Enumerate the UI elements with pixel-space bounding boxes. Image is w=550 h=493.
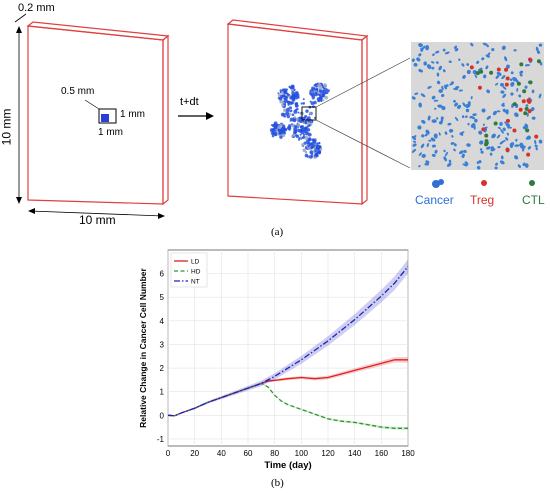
x-tick-label: 160 xyxy=(375,449,389,458)
caption-a: (a) xyxy=(271,226,284,238)
legend-label-ld: LD xyxy=(191,259,200,266)
legend-cancer-label: Cancer xyxy=(415,193,454,207)
legend-treg-label: Treg xyxy=(470,193,495,207)
x-tick-label: 0 xyxy=(166,449,171,458)
x-tick-label: 100 xyxy=(295,449,309,458)
legend-label-nt: NT xyxy=(191,279,200,286)
cancer-cell-chart: 0 20 40 60 80 100 120 140 160 180-10123456LDHDNTT… xyxy=(138,249,415,471)
series-line-nt xyxy=(167,266,409,417)
inner-width-label: 1 mm xyxy=(120,109,145,120)
caption-b: (b) xyxy=(271,477,284,489)
dim-height-label: 10 mm xyxy=(0,108,14,146)
time-step-arrow xyxy=(178,112,214,120)
plot-area xyxy=(167,249,409,447)
x-tick-label: 80 xyxy=(270,449,279,458)
domain-slab-evolved xyxy=(226,19,369,206)
legend-label-hd: HD xyxy=(191,269,201,276)
x-tick-label: 180 xyxy=(401,449,415,458)
dim-width-label: 10 mm xyxy=(79,213,116,227)
y-tick-label: 4 xyxy=(160,317,165,326)
y-tick-label: 3 xyxy=(160,340,165,349)
subdomain-box xyxy=(84,99,117,124)
y-axis-label: Relative Change in Cancer Cell Number xyxy=(138,267,148,427)
zoom-cells xyxy=(411,42,543,170)
inner-offset-label: 0.5 mm xyxy=(61,86,95,97)
inner-height-label: 1 mm xyxy=(98,127,123,138)
arrow-label: t+dt xyxy=(180,96,199,108)
y-tick-label: 0 xyxy=(160,411,165,420)
domain-slab-initial xyxy=(26,21,170,206)
zoom-box xyxy=(301,106,317,121)
x-tick-label: 40 xyxy=(217,449,226,458)
x-tick-label: 140 xyxy=(348,449,362,458)
thickness-dim-line xyxy=(14,13,27,23)
legend-box xyxy=(170,252,208,288)
legend-ctl-label: CTL xyxy=(522,193,545,207)
y-tick-label: 6 xyxy=(160,270,165,279)
ctl-legend-icon xyxy=(529,180,535,186)
x-axis-label: Time (day) xyxy=(264,460,311,471)
panel-a-figure xyxy=(14,13,544,219)
x-tick-label: 120 xyxy=(321,449,335,458)
x-tick-label: 60 xyxy=(244,449,253,458)
x-tick-label: 20 xyxy=(190,449,199,458)
y-tick-label: -1 xyxy=(157,435,165,444)
y-tick-label: 1 xyxy=(160,388,165,397)
chart-legend: LD HD NT xyxy=(170,252,208,288)
treg-legend-icon xyxy=(481,180,487,186)
width-dim-line xyxy=(29,210,164,217)
y-tick-label: 5 xyxy=(160,293,165,302)
y-tick-label: 2 xyxy=(160,364,165,373)
dim-thickness-label: 0.2 mm xyxy=(18,2,55,14)
tumor-cell-cloud xyxy=(269,82,331,159)
